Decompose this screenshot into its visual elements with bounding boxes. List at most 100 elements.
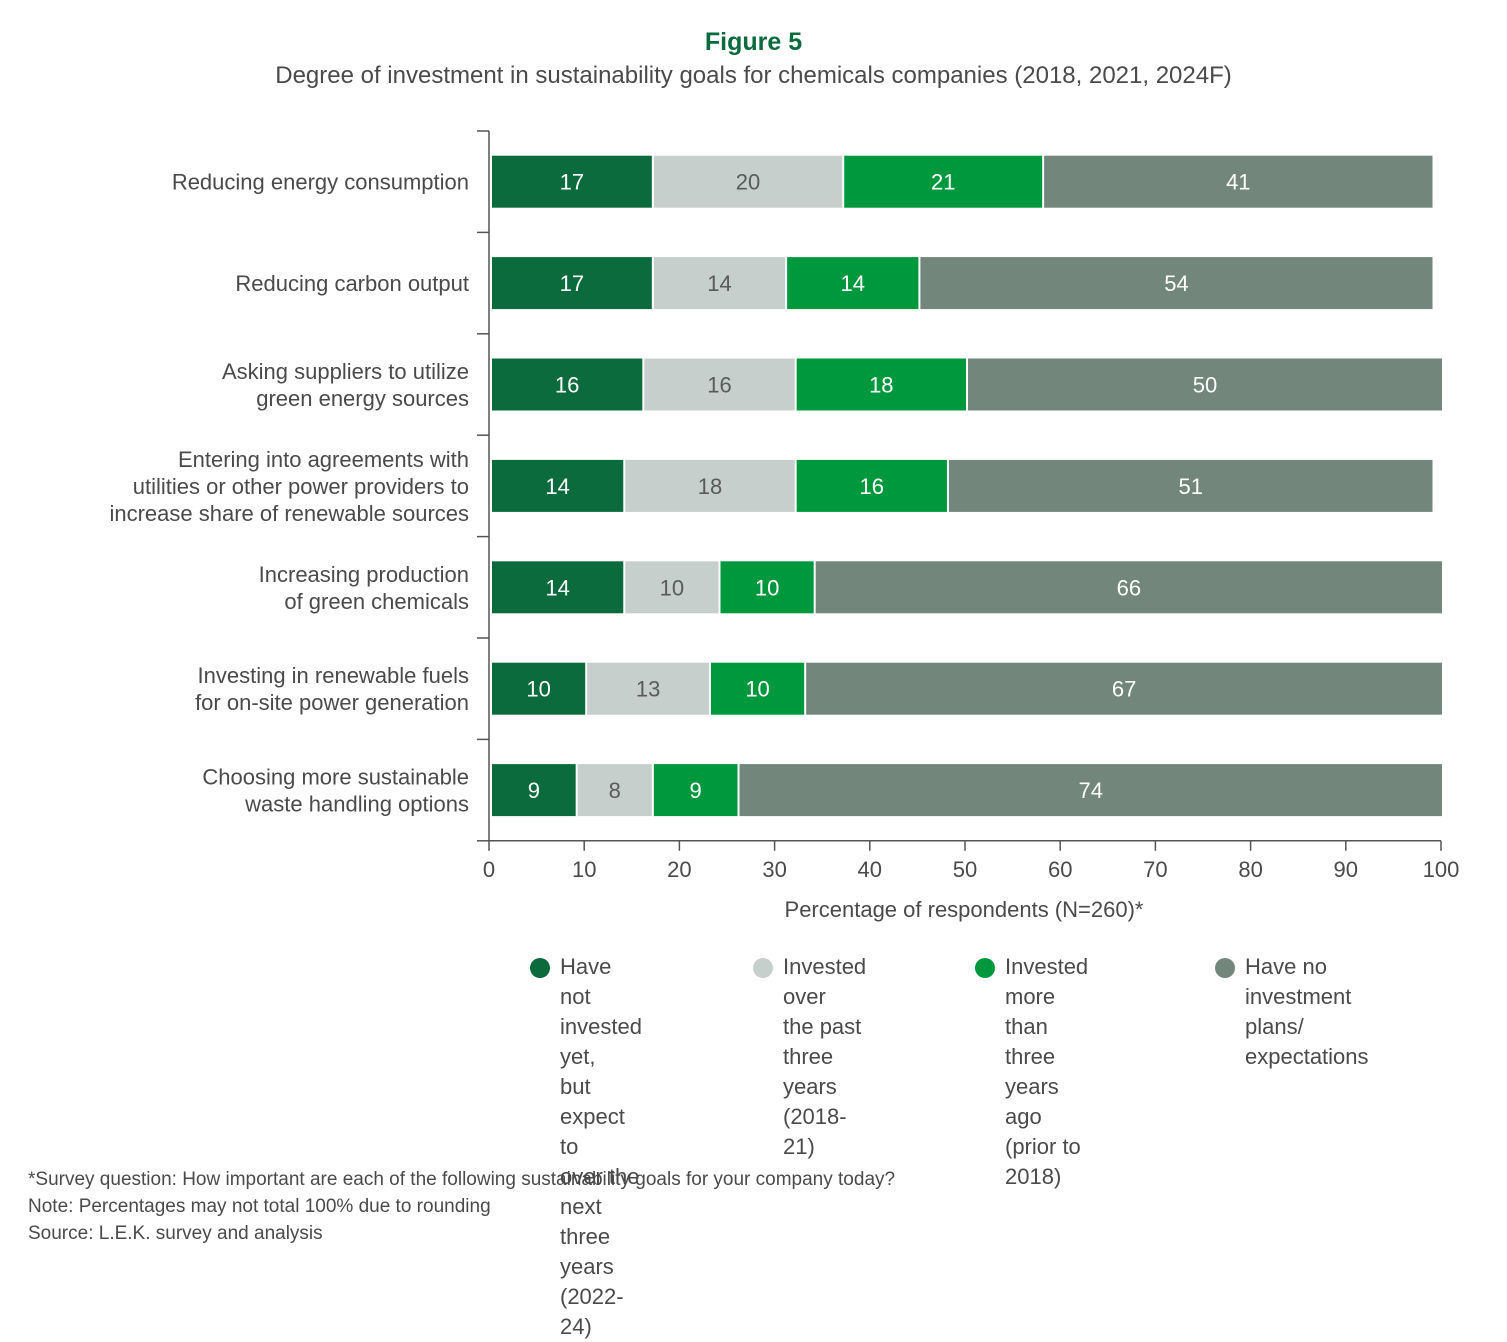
bar-value-label: 18 (869, 373, 893, 398)
legend-label: Invested over the past three years (2018… (783, 954, 867, 1159)
bar-segment (968, 358, 1442, 411)
bar-segment (796, 459, 947, 512)
bar-value-label: 14 (707, 271, 731, 296)
legend-label: Have no investment plans/ expectations (1245, 954, 1369, 1069)
category-label-line: Increasing production (259, 562, 469, 587)
category-label: Asking suppliers to utilize green energy … (222, 359, 469, 411)
legend-swatch (975, 958, 995, 978)
category-label: Choosing more sustainable waste handling … (202, 765, 469, 817)
bar-value-label: 13 (636, 677, 660, 702)
bar-segment (710, 662, 805, 715)
x-tick-label: 30 (762, 857, 786, 882)
bar-value-label: 14 (545, 474, 569, 499)
bar-segment (492, 459, 624, 512)
bar-value-label: 54 (1164, 271, 1188, 296)
bar-value-label: 8 (609, 778, 621, 803)
category-label: Reducing energy consumption (172, 170, 469, 195)
category-label: Entering into agreements with utilities o… (109, 447, 469, 526)
bar-segment (492, 764, 576, 817)
rounding-note: Note: Percentages may not total 100% due… (28, 1196, 491, 1217)
bar-segment (653, 764, 738, 817)
x-tick-label: 80 (1238, 857, 1262, 882)
bar-value-label: 50 (1193, 373, 1217, 398)
legend: Have not invested yet, but expect to ove… (530, 952, 1460, 1339)
x-tick-label: 40 (858, 857, 882, 882)
bar-value-label: 10 (526, 677, 550, 702)
bar-value-label: 16 (860, 474, 884, 499)
bar-segment (492, 561, 624, 614)
bar-value-label: 10 (745, 677, 769, 702)
bar-value-label: 9 (528, 778, 540, 803)
legend-swatch (1215, 958, 1235, 978)
bar-value-label: 10 (660, 575, 684, 600)
bar-value-label: 14 (545, 575, 569, 600)
bar-segment (492, 662, 586, 715)
bar-segment (815, 561, 1442, 614)
category-label-line: of green chemicals (284, 589, 469, 614)
category-label: Investing in renewable fuels for on-site … (195, 663, 469, 715)
category-label: Reducing carbon output (235, 271, 469, 296)
bar-value-label: 16 (555, 373, 579, 398)
bar-value-label: 18 (698, 474, 722, 499)
bar-value-label: 16 (707, 373, 731, 398)
category-label: Increasing production of green chemicals (259, 562, 469, 614)
x-tick-label: 60 (1048, 857, 1072, 882)
bar-segment (625, 561, 719, 614)
bar-segment (492, 358, 643, 411)
chart-title: Degree of investment in sustainability g… (275, 62, 1232, 89)
footnotes: *Survey question: How important are each… (28, 1166, 895, 1247)
bar-segment (653, 257, 786, 310)
x-tick-label: 70 (1143, 857, 1167, 882)
bar-segment (492, 257, 652, 310)
category-label-line: increase share of renewable sources (109, 501, 469, 526)
bar-segment (796, 358, 966, 411)
bar-segment (720, 561, 814, 614)
bar-segment (787, 257, 919, 310)
x-tick-label: 10 (572, 857, 596, 882)
bar-segment (653, 155, 843, 208)
bar-segment (844, 155, 1043, 208)
bar-value-label: 17 (560, 271, 584, 296)
chart-plot: 17 20 21 41 17 14 14 54 16 16 18 50 14 18 16 51 14 10 10 66… (109, 130, 1460, 922)
figure-label: Figure 5 (704, 28, 803, 56)
bar-segment (920, 257, 1433, 310)
bar-segment (806, 662, 1442, 715)
bar-value-label: 74 (1079, 778, 1103, 803)
legend-label: Invested more than three years ago (prio… (1005, 954, 1089, 1189)
bar-value-label: 14 (841, 271, 865, 296)
bar-segment (948, 459, 1433, 512)
legend-swatch (530, 958, 550, 978)
bar-value-label: 66 (1117, 575, 1141, 600)
bar-segment (625, 459, 795, 512)
category-label-line: for on-site power generation (195, 690, 469, 715)
bar-segment (587, 662, 709, 715)
x-tick-label: 0 (483, 857, 495, 882)
category-label-line: Reducing carbon output (235, 271, 469, 296)
bar-segment (644, 358, 795, 411)
x-tick-label: 100 (1423, 857, 1460, 882)
category-label-line: Entering into agreements with (178, 447, 469, 472)
survey-question-note: *Survey question: How important are each… (28, 1169, 896, 1190)
x-axis-title: Percentage of respondents (N=260)* (785, 897, 1144, 922)
bar-value-label: 9 (690, 778, 702, 803)
category-label-line: waste handling options (244, 792, 469, 817)
bar-value-label: 10 (755, 575, 779, 600)
bar-value-label: 41 (1226, 170, 1250, 195)
category-label-line: Reducing energy consumption (172, 170, 469, 195)
x-tick-label: 90 (1334, 857, 1358, 882)
legend-label: Have not invested yet, but expect to ove… (560, 954, 642, 1339)
bar-segment (1044, 155, 1433, 208)
category-label-line: utilities or other power providers to (133, 474, 469, 499)
legend-swatch (753, 958, 773, 978)
bar-value-label: 51 (1178, 474, 1202, 499)
category-label-line: Investing in renewable fuels (198, 663, 470, 688)
axis-layer: Reducing energy consumption Reducing carb… (109, 130, 1460, 882)
x-tick-label: 20 (667, 857, 691, 882)
source-note: Source: L.E.K. survey and analysis (28, 1223, 323, 1244)
bar-value-label: 20 (736, 170, 760, 195)
category-label-line: green energy sources (256, 386, 469, 411)
category-label-line: Asking suppliers to utilize (222, 359, 469, 384)
bar-segment (739, 764, 1442, 817)
bar-segment (577, 764, 652, 817)
bar-segment (492, 155, 652, 208)
